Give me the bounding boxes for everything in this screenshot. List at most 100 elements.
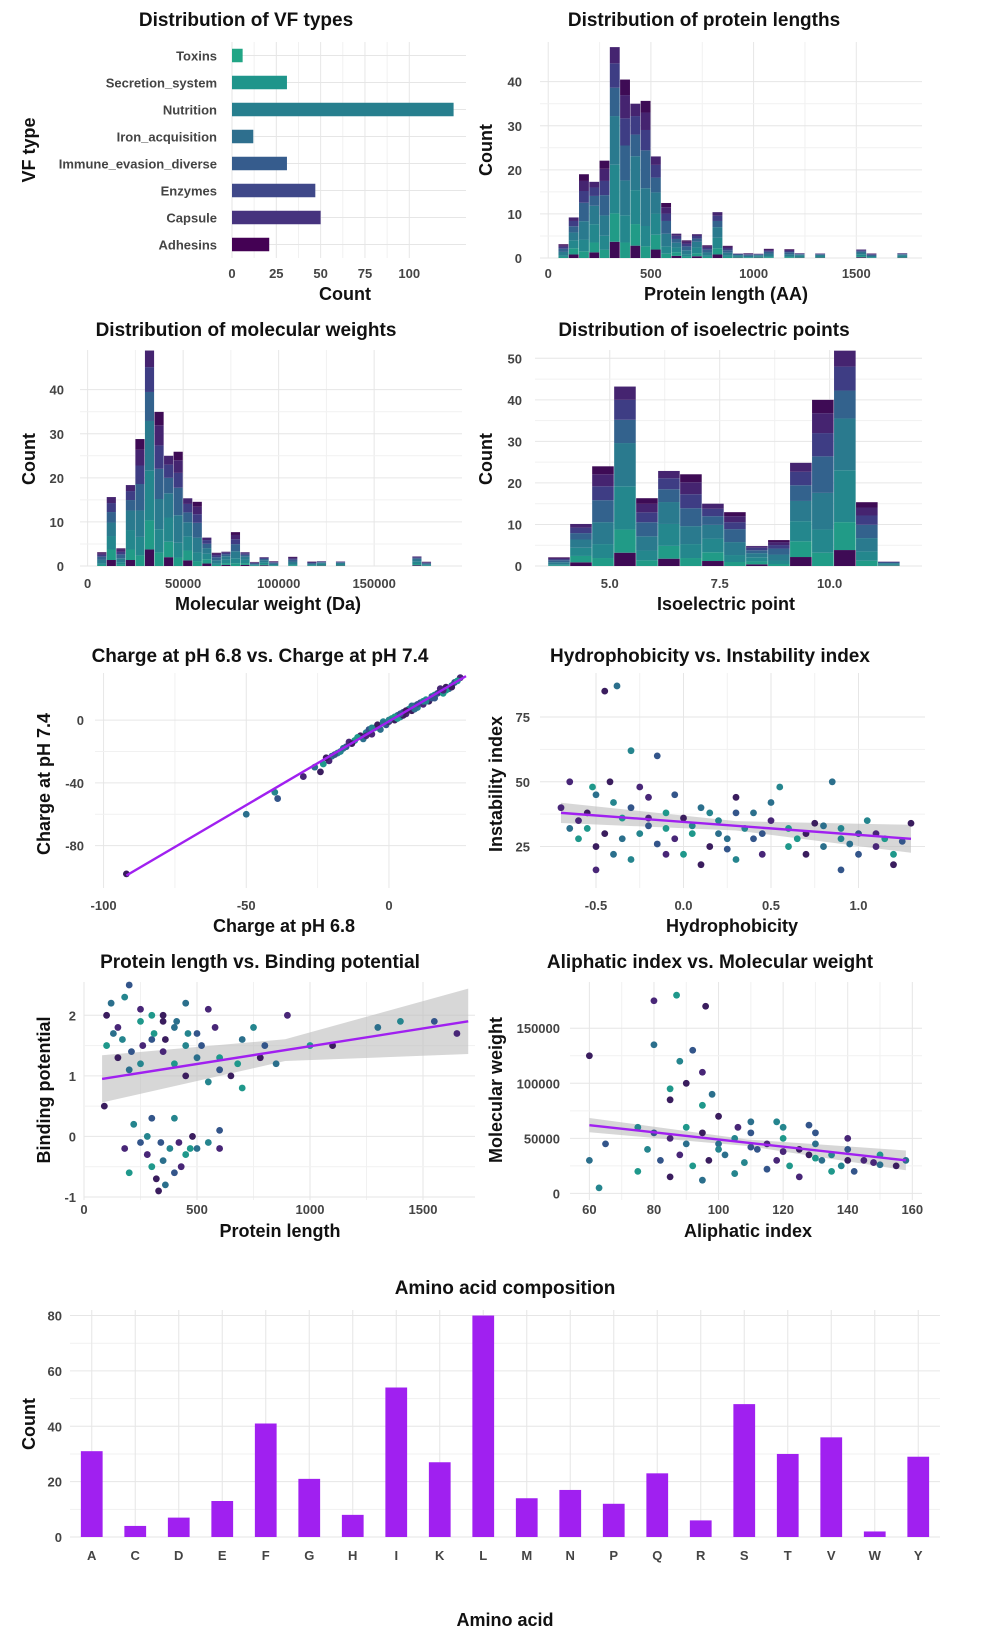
len-bar-segment: [722, 245, 733, 247]
len-bar-segment: [671, 235, 682, 239]
hydro-point: [802, 850, 810, 858]
len-bar-segment: [897, 257, 908, 258]
bind-point: [103, 1042, 111, 1049]
pi-bar-segment: [658, 545, 680, 559]
len-bar-segment: [702, 252, 713, 256]
bind-point: [193, 1145, 201, 1152]
len-title: Distribution of protein lengths: [568, 10, 840, 31]
aliph-point: [715, 1140, 722, 1148]
mw-bar-segment: [240, 559, 250, 564]
aa-bar: [298, 1478, 321, 1537]
bind-point: [256, 1054, 264, 1062]
mw-bar-segment: [412, 564, 422, 566]
bind-point: [284, 1011, 291, 1019]
len-bar-segment: [579, 180, 589, 191]
len-bar-segment: [743, 254, 754, 256]
mw-bar-segment: [106, 503, 116, 513]
mw-bar-segment: [240, 553, 250, 555]
bind-point: [430, 1017, 438, 1025]
hydro-point: [820, 843, 827, 850]
bind-point: [125, 1169, 133, 1177]
bind-point: [234, 1060, 242, 1068]
aliph-point: [740, 1159, 748, 1166]
hydro-point: [688, 830, 696, 838]
aliph-point: [779, 1134, 787, 1142]
len-bar-segment: [784, 250, 795, 253]
mw-bar-segment: [259, 562, 269, 565]
hydro-point: [723, 845, 731, 853]
charge-xtick-label: 0: [385, 898, 392, 913]
mw-bar-segment: [173, 542, 183, 558]
mw-bar-segment: [316, 561, 326, 563]
mw-xlabel: Molecular weight (Da): [175, 594, 361, 614]
aa-category-label: P: [609, 1548, 618, 1563]
aliph-confidence-band: [589, 1117, 906, 1171]
pi-bar-segment: [878, 564, 900, 566]
bind-point: [121, 1145, 129, 1152]
len-bar-segment: [579, 202, 589, 222]
len-bar-segment: [579, 239, 589, 252]
pi-bar-segment: [592, 486, 614, 501]
mw-bar-segment: [316, 562, 326, 564]
aliph-point: [699, 1101, 706, 1109]
mw-bar-segment: [135, 484, 145, 511]
mw-bar-segment: [221, 564, 231, 566]
len-bar-segment: [815, 253, 826, 255]
hydro-point: [776, 783, 784, 791]
hydro-point: [820, 822, 827, 830]
len-bar-segment: [579, 251, 589, 258]
aa-category-label: W: [869, 1548, 882, 1563]
hydro-point: [750, 809, 757, 817]
len-xtick-label: 1000: [739, 266, 768, 281]
hydro-trend-line: [560, 811, 912, 840]
bind-point: [198, 1042, 205, 1049]
charge-ytick-label: -40: [65, 776, 84, 791]
aliph-chart: Aliphatic index vs. Molecular weight Alip…: [486, 952, 923, 1241]
len-ytick-label: 40: [508, 75, 522, 90]
hydro-point: [662, 825, 670, 832]
vf-bar: [232, 75, 287, 90]
mw-bar-segment: [154, 445, 164, 469]
mw-bar-segment: [259, 557, 269, 559]
mw-xtick-label: 100000: [257, 576, 300, 591]
len-bar-segment: [784, 252, 795, 255]
aa-bar: [646, 1473, 669, 1537]
vf-category-label: Iron_acquisition: [117, 130, 217, 145]
aa-category-label: K: [435, 1548, 445, 1563]
mw-ytick-label: 0: [57, 559, 64, 574]
mw-bar-segment: [116, 554, 126, 559]
mw-bar-segment: [97, 559, 107, 564]
mw-bar-segment: [221, 563, 231, 565]
bind-confidence-band: [102, 988, 469, 1103]
aliph-ytick-label: 50000: [524, 1131, 560, 1146]
pi-bar-segment: [592, 522, 614, 545]
len-bar-segment: [856, 252, 867, 255]
pi-bar-segment: [636, 522, 658, 537]
hydro-point: [863, 817, 871, 825]
len-bar-segment: [743, 255, 754, 258]
hydro-point: [898, 837, 906, 845]
len-bar-segment: [671, 255, 682, 258]
pi-bar-segment: [680, 494, 702, 509]
mw-bar-segment: [173, 515, 183, 543]
mw-bar-segment: [97, 556, 107, 560]
bind-xtick-label: 0: [80, 1202, 87, 1217]
pi-xtick-label: 10.0: [817, 576, 842, 591]
len-bar-segment: [681, 243, 692, 247]
len-bar-segment: [712, 227, 723, 238]
hydro-point: [618, 835, 626, 843]
aliph-xtick-label: 80: [647, 1202, 661, 1217]
vf-category-label: Enzymes: [161, 184, 217, 199]
hydro-chart: Hydrophobicity vs. Instability index Hydr…: [486, 646, 925, 936]
pi-bar-segment: [834, 418, 856, 471]
len-bar-segment: [722, 246, 733, 249]
bind-point: [159, 1017, 167, 1025]
pi-bar-segment: [724, 542, 746, 556]
mw-xtick-label: 50000: [165, 576, 201, 591]
len-bar-segment: [753, 257, 764, 258]
aliph-point: [682, 1079, 690, 1087]
len-bar-segment: [599, 168, 610, 181]
bind-point: [171, 1169, 178, 1177]
pi-bar-segment: [636, 550, 658, 561]
aliph-point: [666, 1096, 674, 1104]
